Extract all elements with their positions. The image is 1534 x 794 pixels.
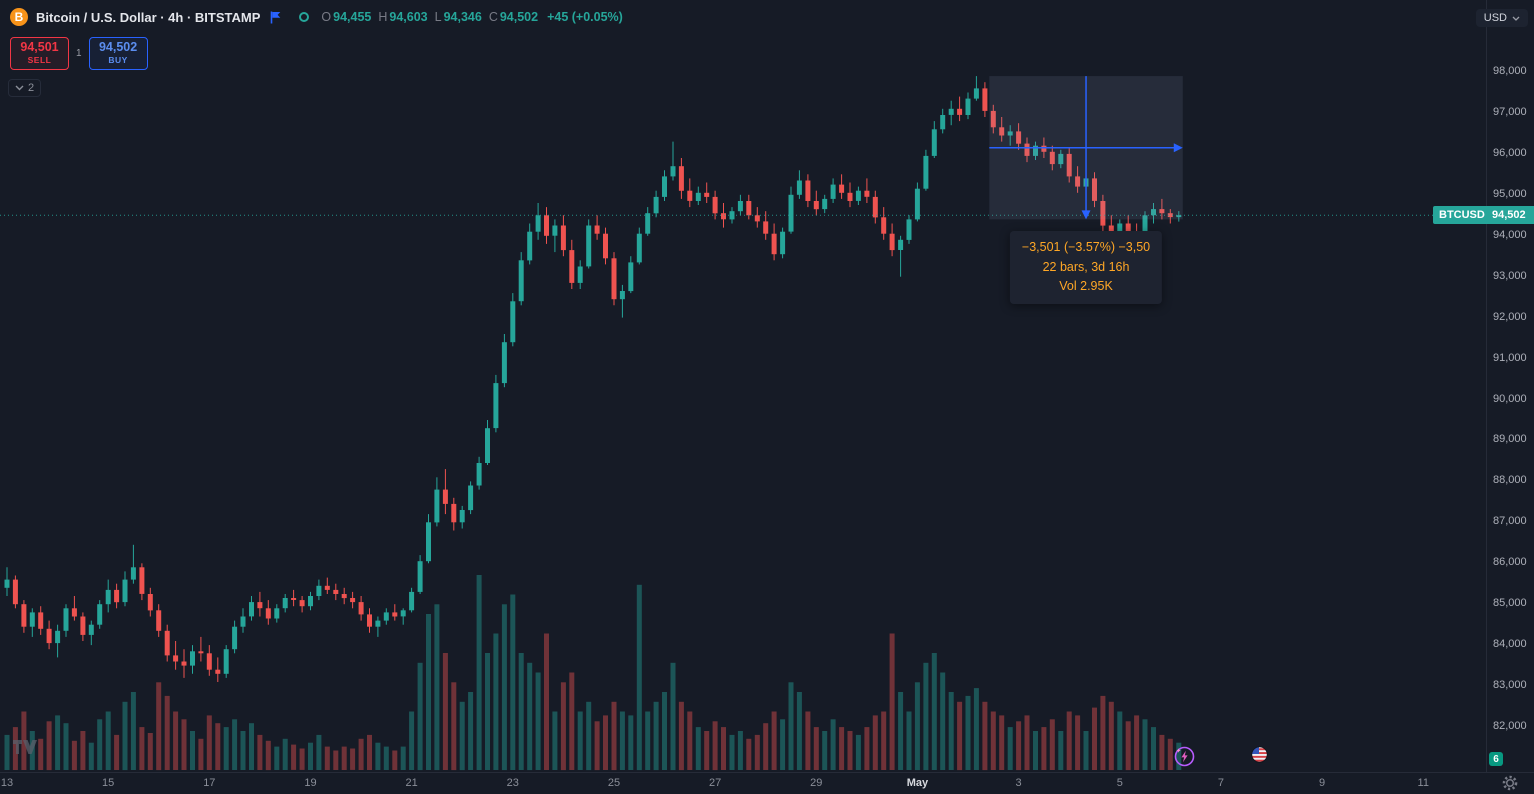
price-axis-label: 84,000 (1493, 638, 1527, 651)
market-status-icon[interactable] (299, 12, 310, 22)
chevron-down-icon (15, 85, 24, 91)
chevron-down-icon (1512, 16, 1520, 21)
tradingview-logo[interactable] (13, 740, 37, 760)
price-axis[interactable]: 98,000 97,000 96,000 95,000 94,000 93,000 92,0… (1486, 0, 1534, 793)
price-axis-label: 93,000 (1493, 269, 1527, 282)
time-axis-label: 29 (810, 777, 823, 789)
sell-price: 94,501 (20, 40, 59, 55)
price-axis-label: 86,000 (1493, 556, 1527, 569)
price-axis-label: 82,000 (1493, 720, 1527, 732)
price-axis-label: 95,000 (1493, 187, 1527, 200)
low-label: L (434, 10, 442, 24)
measure-volume-line: Vol 2.95K (1059, 279, 1113, 294)
spread-value: 1 (76, 48, 82, 59)
price-axis-label: 89,000 (1493, 433, 1527, 446)
currency-selector[interactable]: USD (1475, 9, 1528, 27)
price-axis-label: 96,000 (1493, 146, 1527, 159)
measure-tooltip: −3,501 (−3.57%) −3,50 22 bars, 3d 16h Vo… (1009, 231, 1163, 304)
time-axis-label: 15 (102, 777, 115, 789)
collapse-count: 2 (28, 82, 35, 94)
time-axis-label: 5 (1116, 777, 1123, 789)
price-axis-label: 91,000 (1493, 351, 1527, 364)
symbol-tag-label: BTCUSD (1439, 208, 1485, 221)
price-axis-label: 90,000 (1493, 392, 1527, 405)
price-axis-label: 87,000 (1493, 515, 1527, 528)
price-axis-label: 83,000 (1493, 679, 1527, 692)
chart-header: B Bitcoin / U.S. Dollar · 4h · BITSTAMP … (10, 8, 630, 26)
last-price-label: 94,502 (1487, 205, 1534, 224)
flag-icon[interactable] (270, 11, 281, 24)
high-label: H (378, 10, 388, 24)
time-axis-label: 23 (506, 777, 519, 789)
buy-button[interactable]: 94,502 BUY (88, 37, 148, 70)
price-axis-label: 94,000 (1493, 228, 1527, 241)
buy-price: 94,502 (98, 40, 138, 55)
time-axis-label: 17 (203, 777, 216, 789)
ideas-flag-icon[interactable] (1251, 746, 1268, 768)
close-label: C (488, 10, 498, 24)
time-axis-label: 19 (304, 777, 317, 789)
price-axis-label: 97,000 (1493, 105, 1527, 118)
price-axis-label: 98,000 (1493, 65, 1527, 77)
price-axis-label: 92,000 (1493, 310, 1527, 323)
close-value: 94,502 (499, 10, 539, 24)
time-axis-label: 21 (405, 777, 418, 789)
measure-bars-line: 22 bars, 3d 16h (1042, 259, 1130, 274)
last-price-value: 94,502 (1492, 208, 1526, 221)
high-value: 94,603 (389, 10, 428, 24)
ohlc-values: O 94,455 H 94,603 L 94,346 C 94,502 +45 (+0.… (321, 10, 629, 24)
alerts-count-badge[interactable]: 6 (1489, 752, 1503, 766)
candlestick-chart[interactable] (0, 0, 1487, 773)
price-axis-label: 88,000 (1493, 474, 1527, 487)
time-axis-label: 9 (1319, 777, 1326, 789)
trade-panel: 94,501 SELL 1 94,502 BUY (10, 37, 148, 70)
supercharts-ai-icon[interactable] (1172, 744, 1196, 773)
time-axis-label: 13 (0, 777, 14, 789)
time-axis-label: 25 (607, 777, 621, 789)
open-label: O (321, 10, 332, 24)
time-axis-label: 3 (1015, 777, 1022, 789)
object-tree-collapse-button[interactable]: 2 (8, 79, 42, 97)
time-axis-label: May (906, 777, 929, 789)
time-axis-label: 27 (708, 777, 722, 789)
open-value: 94,455 (333, 10, 372, 24)
measure-change-line: −3,501 (−3.57%) −3,50 (1021, 240, 1151, 255)
time-axis[interactable]: 13 15 17 19 21 23 25 27 29 May 3 5 7 9 11 (0, 772, 1534, 794)
change-value: +45 (+0.05%) (547, 10, 623, 24)
symbol-title[interactable]: Bitcoin / U.S. Dollar · 4h · BITSTAMP (36, 9, 261, 25)
price-axis-label: 85,000 (1493, 597, 1527, 610)
currency-label: USD (1483, 12, 1507, 24)
low-value: 94,346 (443, 10, 482, 24)
time-axis-label: 11 (1417, 777, 1429, 789)
sell-button[interactable]: 94,501 SELL (10, 37, 69, 70)
time-axis-label: 7 (1217, 777, 1224, 789)
symbol-price-flag: BTCUSD (1433, 205, 1491, 224)
bitcoin-icon: B (10, 8, 28, 26)
settings-gear-icon[interactable] (1502, 775, 1518, 791)
buy-label: BUY (108, 55, 128, 66)
sell-label: SELL (27, 55, 52, 66)
